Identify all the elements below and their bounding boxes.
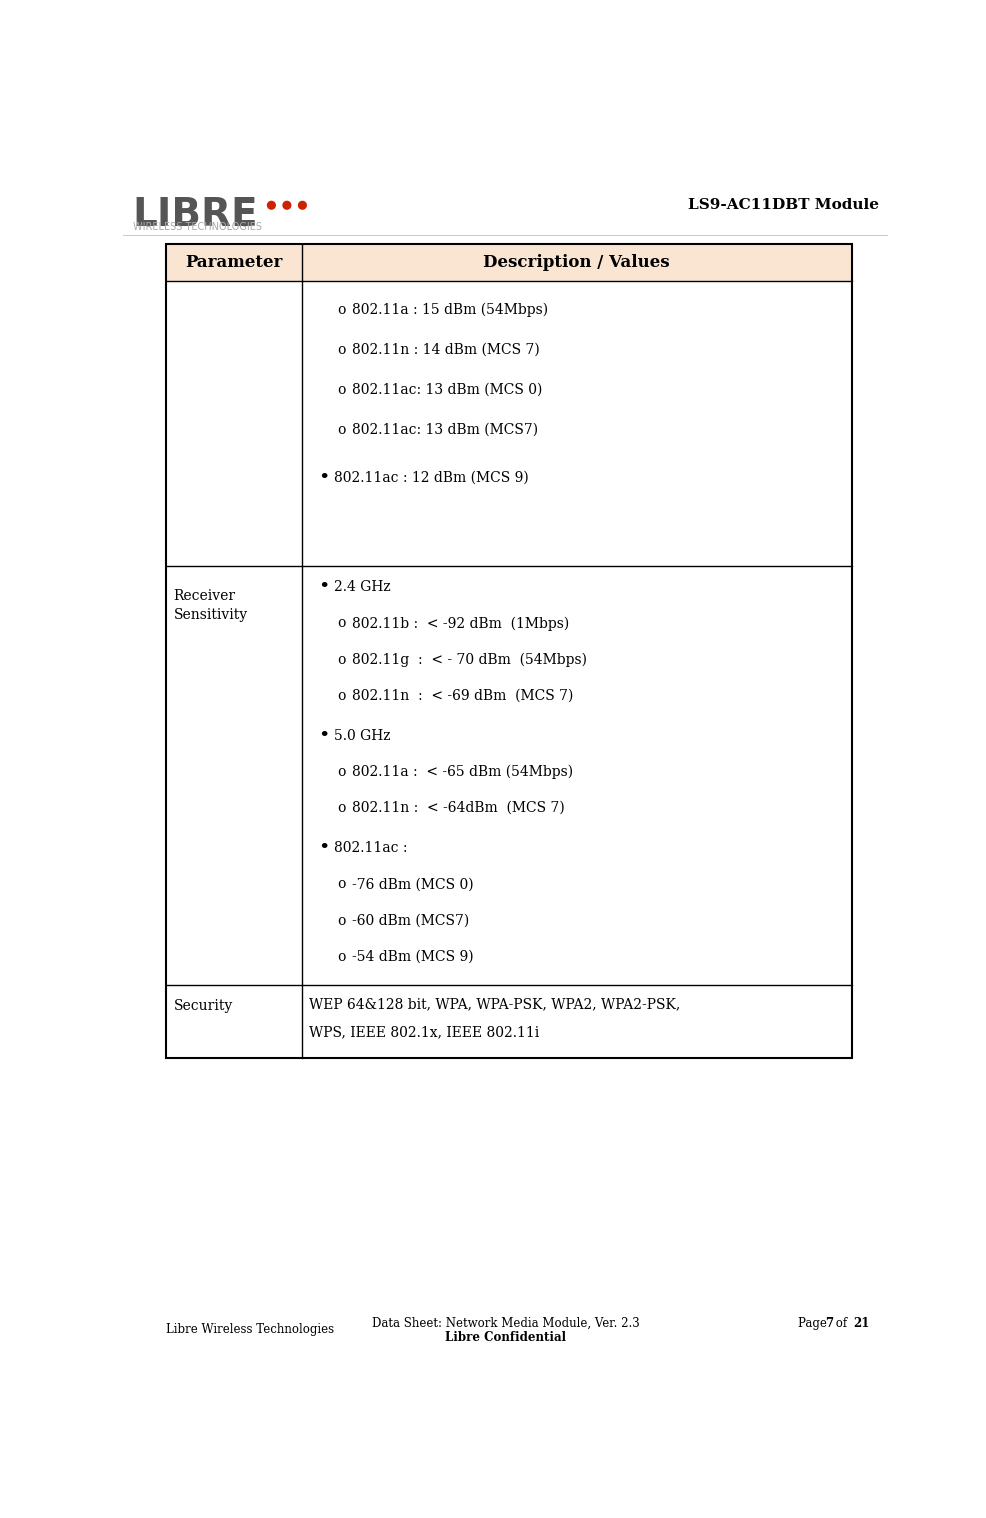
Text: LIBRE: LIBRE — [132, 196, 258, 234]
Text: 802.11a : 15 dBm (54Mbps): 802.11a : 15 dBm (54Mbps) — [352, 302, 547, 317]
Text: WEP 64&128 bit, WPA, WPA-PSK, WPA2, WPA2-PSK,: WEP 64&128 bit, WPA, WPA-PSK, WPA2, WPA2… — [309, 997, 680, 1011]
Text: o: o — [337, 343, 346, 357]
Circle shape — [267, 202, 275, 209]
Text: 2.4 GHz: 2.4 GHz — [334, 580, 390, 594]
Text: 802.11b :  < -92 dBm  (1Mbps): 802.11b : < -92 dBm (1Mbps) — [352, 616, 569, 630]
Text: 7: 7 — [824, 1316, 832, 1330]
Text: o: o — [337, 950, 346, 964]
Text: o: o — [337, 765, 346, 779]
Text: WIRELESS TECHNOLOGIES: WIRELESS TECHNOLOGIES — [132, 222, 261, 232]
Text: Libre Wireless Technologies: Libre Wireless Technologies — [166, 1324, 334, 1336]
Text: •: • — [317, 578, 328, 597]
Text: 802.11ac : 12 dBm (MCS 9): 802.11ac : 12 dBm (MCS 9) — [334, 471, 528, 484]
Text: •: • — [317, 727, 328, 745]
Text: 802.11n :  < -64dBm  (MCS 7): 802.11n : < -64dBm (MCS 7) — [352, 802, 564, 815]
Text: of: of — [831, 1316, 850, 1330]
Text: o: o — [337, 802, 346, 815]
Circle shape — [283, 202, 291, 209]
Text: o: o — [337, 304, 346, 317]
Circle shape — [298, 202, 306, 209]
Text: Data Sheet: Network Media Module, Ver. 2.3: Data Sheet: Network Media Module, Ver. 2… — [372, 1316, 639, 1330]
Text: 802.11g  :  < - 70 dBm  (54Mbps): 802.11g : < - 70 dBm (54Mbps) — [352, 653, 587, 666]
Text: o: o — [337, 616, 346, 630]
Text: 802.11ac: 13 dBm (MCS7): 802.11ac: 13 dBm (MCS7) — [352, 424, 537, 437]
Text: o: o — [337, 914, 346, 927]
Text: 5.0 GHz: 5.0 GHz — [334, 729, 390, 742]
Text: 802.11n  :  < -69 dBm  (MCS 7): 802.11n : < -69 dBm (MCS 7) — [352, 689, 573, 703]
Text: 21: 21 — [853, 1316, 869, 1330]
Text: Libre Confidential: Libre Confidential — [445, 1331, 566, 1343]
Text: o: o — [337, 689, 346, 703]
Text: •: • — [317, 469, 328, 487]
Text: o: o — [337, 653, 346, 666]
Text: o: o — [337, 424, 346, 437]
Text: -76 dBm (MCS 0): -76 dBm (MCS 0) — [352, 877, 473, 891]
Text: Description / Values: Description / Values — [483, 254, 669, 270]
Text: 802.11ac :: 802.11ac : — [334, 841, 407, 855]
Text: Parameter: Parameter — [185, 254, 282, 270]
Text: Security: Security — [174, 999, 233, 1013]
Bar — [166, 244, 851, 281]
Text: -60 dBm (MCS7): -60 dBm (MCS7) — [352, 914, 468, 927]
Text: Receiver
Sensitivity: Receiver Sensitivity — [174, 589, 247, 622]
Text: WPS, IEEE 802.1x, IEEE 802.11i: WPS, IEEE 802.1x, IEEE 802.11i — [309, 1025, 539, 1040]
Text: -54 dBm (MCS 9): -54 dBm (MCS 9) — [352, 950, 473, 964]
Text: o: o — [337, 877, 346, 891]
Text: •: • — [317, 839, 328, 858]
Text: 802.11n : 14 dBm (MCS 7): 802.11n : 14 dBm (MCS 7) — [352, 343, 539, 357]
Text: 802.11ac: 13 dBm (MCS 0): 802.11ac: 13 dBm (MCS 0) — [352, 383, 542, 398]
Text: o: o — [337, 383, 346, 398]
Text: Page: Page — [797, 1316, 829, 1330]
Text: LS9-AC11DBT Module: LS9-AC11DBT Module — [687, 199, 879, 213]
Text: 802.11a :  < -65 dBm (54Mbps): 802.11a : < -65 dBm (54Mbps) — [352, 765, 573, 779]
Bar — [166, 244, 851, 1058]
